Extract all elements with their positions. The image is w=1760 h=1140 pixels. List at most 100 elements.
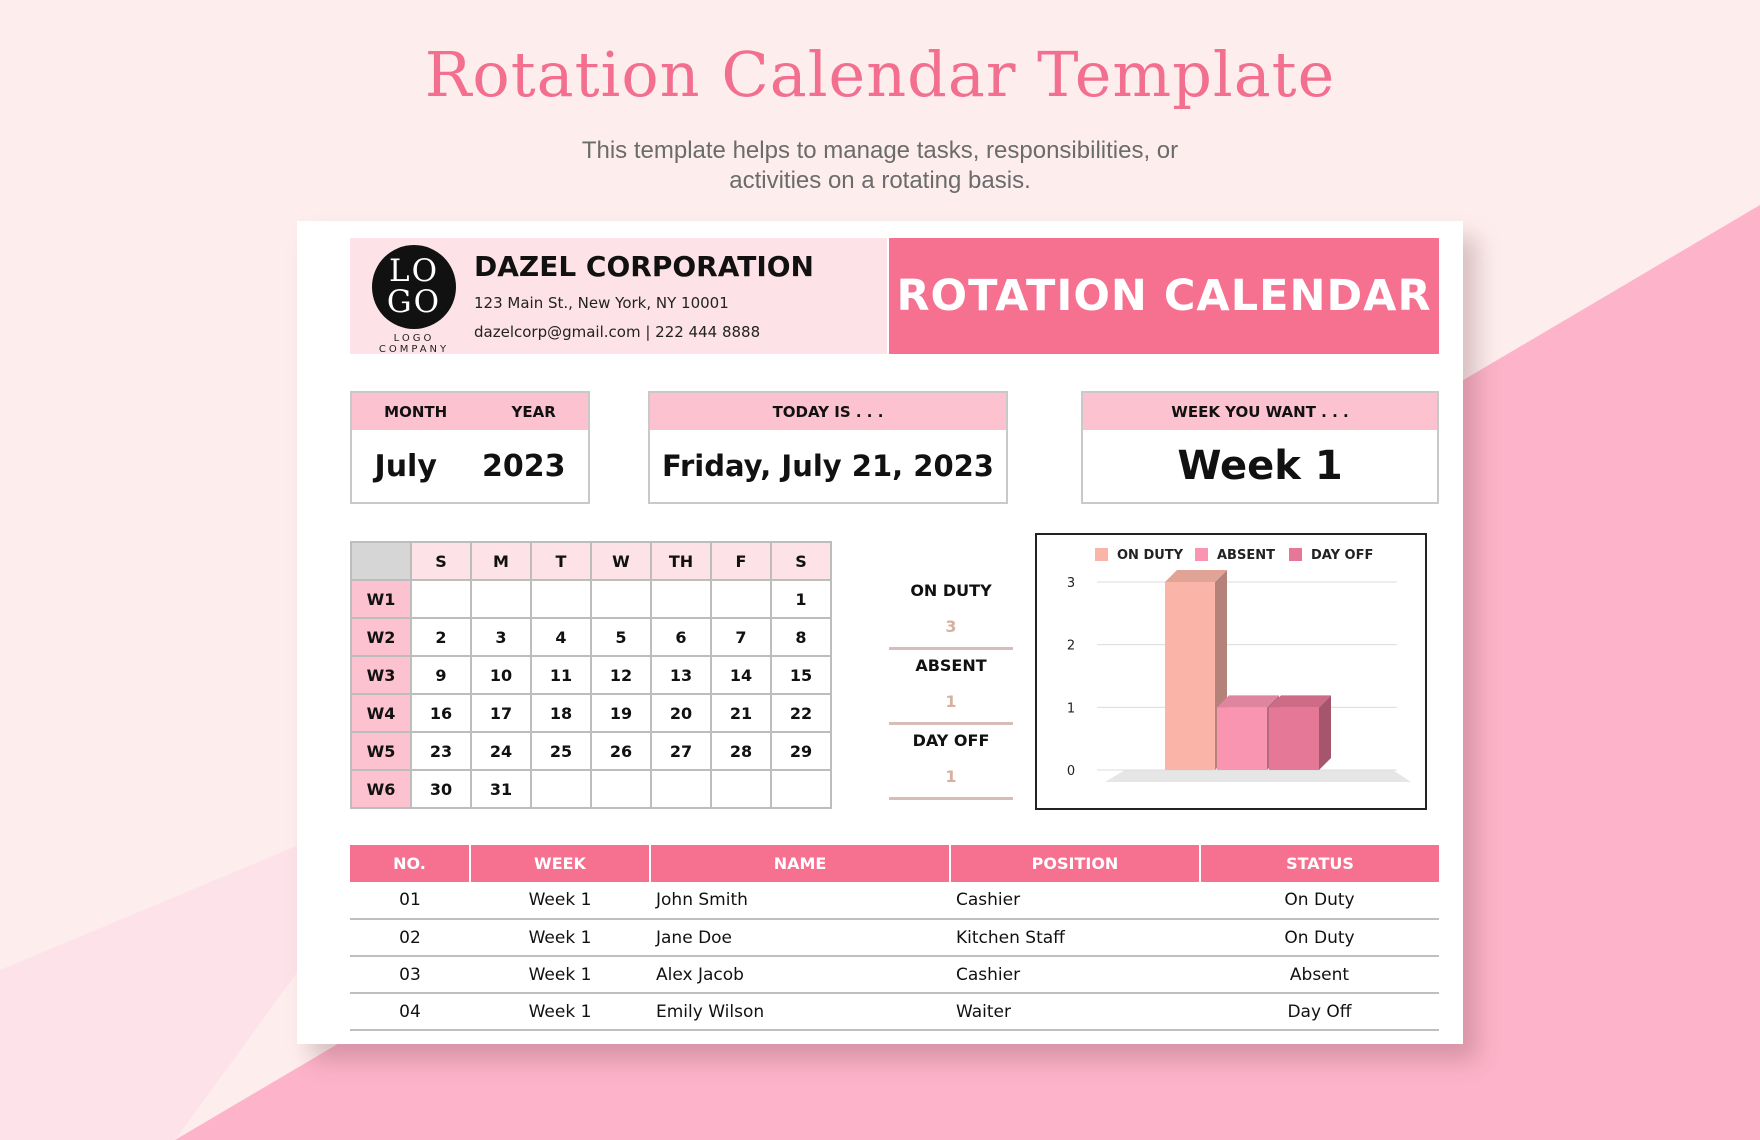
date-cell[interactable] [470,579,532,619]
company-contact[interactable]: dazelcorp@gmail.com | 222 444 8888 [474,323,761,341]
date-cell[interactable] [770,769,832,809]
calendar-week-row: W5 23 24 25 26 27 28 29 [350,731,832,771]
today-label: TODAY IS . . . [772,402,884,421]
column-header[interactable]: STATUS [1200,845,1439,882]
date-cell[interactable]: 3 [470,617,532,657]
cell-status[interactable]: Day Off [1200,993,1439,1031]
date-cell[interactable] [590,579,652,619]
cell-name[interactable]: Jane Doe [650,919,950,957]
date-cell[interactable] [590,769,652,809]
cell-week[interactable]: Week 1 [470,993,650,1031]
date-cell[interactable]: 4 [530,617,592,657]
week-row-label: W6 [350,769,412,809]
cell-position[interactable]: Cashier [950,882,1200,920]
year-value[interactable]: 2023 [481,448,566,484]
week-value[interactable]: Week 1 [1177,443,1343,489]
date-cell[interactable]: 23 [410,731,472,771]
date-cell[interactable]: 14 [710,655,772,695]
today-header: TODAY IS . . . [650,393,1006,430]
date-cell[interactable]: 15 [770,655,832,695]
date-cell[interactable]: 27 [650,731,712,771]
cell-name[interactable]: John Smith [650,882,950,920]
day-header: W [590,541,652,581]
date-cell[interactable]: 18 [530,693,592,733]
date-cell[interactable] [650,579,712,619]
date-cell[interactable]: 28 [710,731,772,771]
cell-name[interactable]: Emily Wilson [650,993,950,1031]
calendar-week-row: W1 1 [350,579,832,619]
date-cell[interactable]: 17 [470,693,532,733]
cell-position[interactable]: Waiter [950,993,1200,1031]
month-value[interactable]: July [374,448,437,484]
date-cell[interactable]: 24 [470,731,532,771]
subtitle-line-1: This template helps to manage tasks, res… [581,137,1179,164]
cell-week[interactable]: Week 1 [470,919,650,957]
date-cell[interactable]: 29 [770,731,832,771]
calendar-grid: S M T W TH F S W1 1 W2 2 [350,541,832,809]
table-row: 03 Week 1 Alex Jacob Cashier Absent [350,956,1439,994]
cell-name[interactable]: Alex Jacob [650,956,950,994]
cell-status[interactable]: On Duty [1200,882,1439,920]
cell-week[interactable]: Week 1 [470,882,650,920]
date-cell[interactable]: 31 [470,769,532,809]
cell-position[interactable]: Kitchen Staff [950,919,1200,957]
date-cell[interactable] [410,579,472,619]
cell-status[interactable]: Absent [1200,956,1439,994]
date-cell[interactable]: 21 [710,693,772,733]
day-header: F [710,541,772,581]
date-cell[interactable]: 26 [590,731,652,771]
legend-label: ON DUTY [1117,548,1184,563]
date-cell[interactable]: 12 [590,655,652,695]
column-header[interactable]: WEEK [470,845,651,882]
cell-position[interactable]: Cashier [950,956,1200,994]
date-cell[interactable]: 30 [410,769,472,809]
date-cell[interactable]: 20 [650,693,712,733]
summary-label: DAY OFF [912,731,990,750]
today-body: Friday, July 21, 2023 [650,430,1006,502]
y-tick-label: 0 [1067,764,1075,779]
date-cell[interactable]: 1 [770,579,832,619]
date-cell[interactable]: 5 [590,617,652,657]
date-cell[interactable] [710,769,772,809]
week-box: WEEK YOU WANT . . . Week 1 [1081,391,1439,504]
date-cell[interactable]: 6 [650,617,712,657]
date-cell[interactable]: 8 [770,617,832,657]
date-cell[interactable]: 22 [770,693,832,733]
cell-no[interactable]: 04 [350,993,470,1031]
legend-label: DAY OFF [1311,548,1373,563]
date-cell[interactable] [710,579,772,619]
company-address[interactable]: 123 Main St., New York, NY 10001 [474,294,729,312]
date-cell[interactable]: 2 [410,617,472,657]
summary-divider [889,797,1013,800]
summary-label: ABSENT [915,656,987,675]
cell-no[interactable]: 01 [350,882,470,920]
date-cell[interactable]: 7 [710,617,772,657]
company-header: LO GO LOGO COMPANY DAZEL CORPORATION 123… [350,238,887,355]
column-header[interactable]: NAME [650,845,951,882]
cell-no[interactable]: 02 [350,919,470,957]
date-cell[interactable] [530,579,592,619]
cell-status[interactable]: On Duty [1200,919,1439,957]
date-cell[interactable]: 19 [590,693,652,733]
date-cell[interactable]: 10 [470,655,532,695]
table-row: 01 Week 1 John Smith Cashier On Duty [350,882,1439,920]
date-cell[interactable]: 9 [410,655,472,695]
calendar-week-row: W3 9 10 11 12 13 14 15 [350,655,832,695]
date-cell[interactable]: 13 [650,655,712,695]
company-name[interactable]: DAZEL CORPORATION [474,250,814,283]
today-value[interactable]: Friday, July 21, 2023 [662,449,994,483]
month-year-box: MONTH YEAR July 2023 [350,391,590,504]
date-cell[interactable] [530,769,592,809]
date-cell[interactable]: 11 [530,655,592,695]
date-cell[interactable]: 16 [410,693,472,733]
column-header[interactable]: POSITION [950,845,1201,882]
y-tick-label: 3 [1067,576,1075,591]
column-header[interactable]: NO. [350,845,471,882]
subtitle-line-2: activities on a rotating basis. [729,167,1031,194]
cell-no[interactable]: 03 [350,956,470,994]
bar-side [1319,695,1331,770]
cell-week[interactable]: Week 1 [470,956,650,994]
date-cell[interactable] [650,769,712,809]
date-cell[interactable]: 25 [530,731,592,771]
today-box: TODAY IS . . . Friday, July 21, 2023 [648,391,1008,504]
